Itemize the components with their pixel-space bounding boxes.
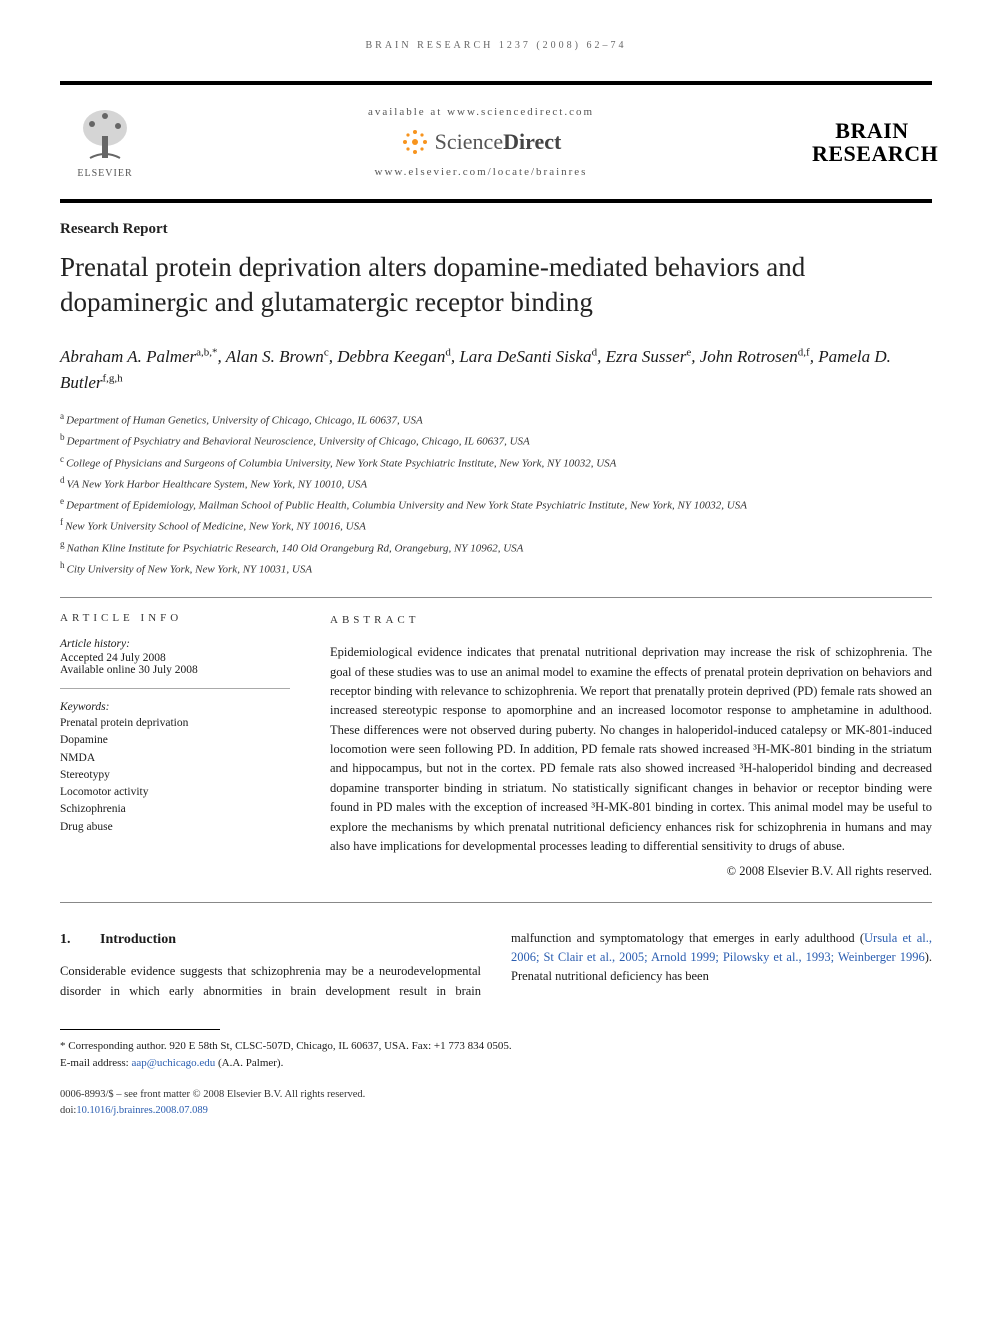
affiliation-list: aDepartment of Human Genetics, Universit… [60, 409, 932, 579]
keyword-item: Dopamine [60, 732, 290, 749]
footnotes: * Corresponding author. 920 E 58th St, C… [60, 1038, 932, 1071]
footer-block: 0006-8993/$ – see front matter © 2008 El… [60, 1087, 932, 1119]
affiliation-item: hCity University of New York, New York, … [60, 558, 932, 579]
email-link[interactable]: aap@uchicago.edu [131, 1057, 215, 1069]
corresponding-author-note: * Corresponding author. 920 E 58th St, C… [60, 1038, 932, 1055]
info-abstract-row: ARTICLE INFO Article history: Accepted 2… [60, 597, 932, 903]
article-history-block: Article history: Accepted 24 July 2008 A… [60, 638, 290, 689]
abstract-text: Epidemiological evidence indicates that … [330, 643, 932, 856]
affiliation-item: dVA New York Harbor Healthcare System, N… [60, 473, 932, 494]
keywords-label: Keywords: [60, 701, 290, 713]
affiliation-item: cCollege of Physicians and Surgeons of C… [60, 452, 932, 473]
elsevier-label: ELSEVIER [77, 168, 132, 179]
article-info-column: ARTICLE INFO Article history: Accepted 2… [60, 612, 290, 882]
available-at-line: available at www.sciencedirect.com [150, 106, 812, 118]
doi-link[interactable]: 10.1016/j.brainres.2008.07.089 [76, 1105, 208, 1116]
sciencedirect-burst-icon [401, 128, 429, 156]
keyword-item: Schizophrenia [60, 801, 290, 818]
affiliation-item: eDepartment of Epidemiology, Mailman Sch… [60, 494, 932, 515]
abstract-column: ABSTRACT Epidemiological evidence indica… [330, 612, 932, 882]
history-label: Article history: [60, 638, 290, 650]
keyword-item: NMDA [60, 750, 290, 767]
header-band: ELSEVIER available at www.sciencedirect.… [60, 81, 932, 203]
keyword-item: Stereotypy [60, 767, 290, 784]
keyword-item: Locomotor activity [60, 784, 290, 801]
keywords-list: Prenatal protein deprivationDopamineNMDA… [60, 715, 290, 836]
online-date: Available online 30 July 2008 [60, 664, 290, 676]
article-type: Research Report [60, 221, 932, 238]
header-center: available at www.sciencedirect.com Scien… [150, 106, 812, 178]
elsevier-tree-icon [70, 106, 140, 166]
front-matter-line: 0006-8993/$ – see front matter © 2008 El… [60, 1087, 932, 1103]
sciencedirect-wordmark: ScienceDirect [435, 129, 562, 155]
sciencedirect-logo: ScienceDirect [401, 128, 562, 156]
body-columns: 1.Introduction Considerable evidence sug… [60, 929, 932, 1001]
email-line: E-mail address: aap@uchicago.edu (A.A. P… [60, 1055, 932, 1072]
elsevier-logo: ELSEVIER [60, 97, 150, 187]
affiliation-item: aDepartment of Human Genetics, Universit… [60, 409, 932, 430]
abstract-heading: ABSTRACT [330, 612, 932, 629]
affiliation-item: bDepartment of Psychiatry and Behavioral… [60, 430, 932, 451]
article-info-heading: ARTICLE INFO [60, 612, 290, 624]
doi-line: doi:10.1016/j.brainres.2008.07.089 [60, 1103, 932, 1119]
running-head: BRAIN RESEARCH 1237 (2008) 62–74 [60, 40, 932, 51]
author-list: Abraham A. Palmera,b,*, Alan S. Brownc, … [60, 344, 932, 395]
section-heading-intro: 1.Introduction [60, 929, 481, 951]
affiliation-item: fNew York University School of Medicine,… [60, 515, 932, 536]
abstract-copyright: © 2008 Elsevier B.V. All rights reserved… [330, 862, 932, 881]
journal-logo: BRAIN RESEARCH [812, 119, 932, 165]
accepted-date: Accepted 24 July 2008 [60, 652, 290, 664]
footnote-rule [60, 1029, 220, 1030]
affiliation-item: gNathan Kline Institute for Psychiatric … [60, 537, 932, 558]
journal-url[interactable]: www.elsevier.com/locate/brainres [150, 166, 812, 178]
keyword-item: Prenatal protein deprivation [60, 715, 290, 732]
article-title: Prenatal protein deprivation alters dopa… [60, 250, 932, 320]
keyword-item: Drug abuse [60, 819, 290, 836]
